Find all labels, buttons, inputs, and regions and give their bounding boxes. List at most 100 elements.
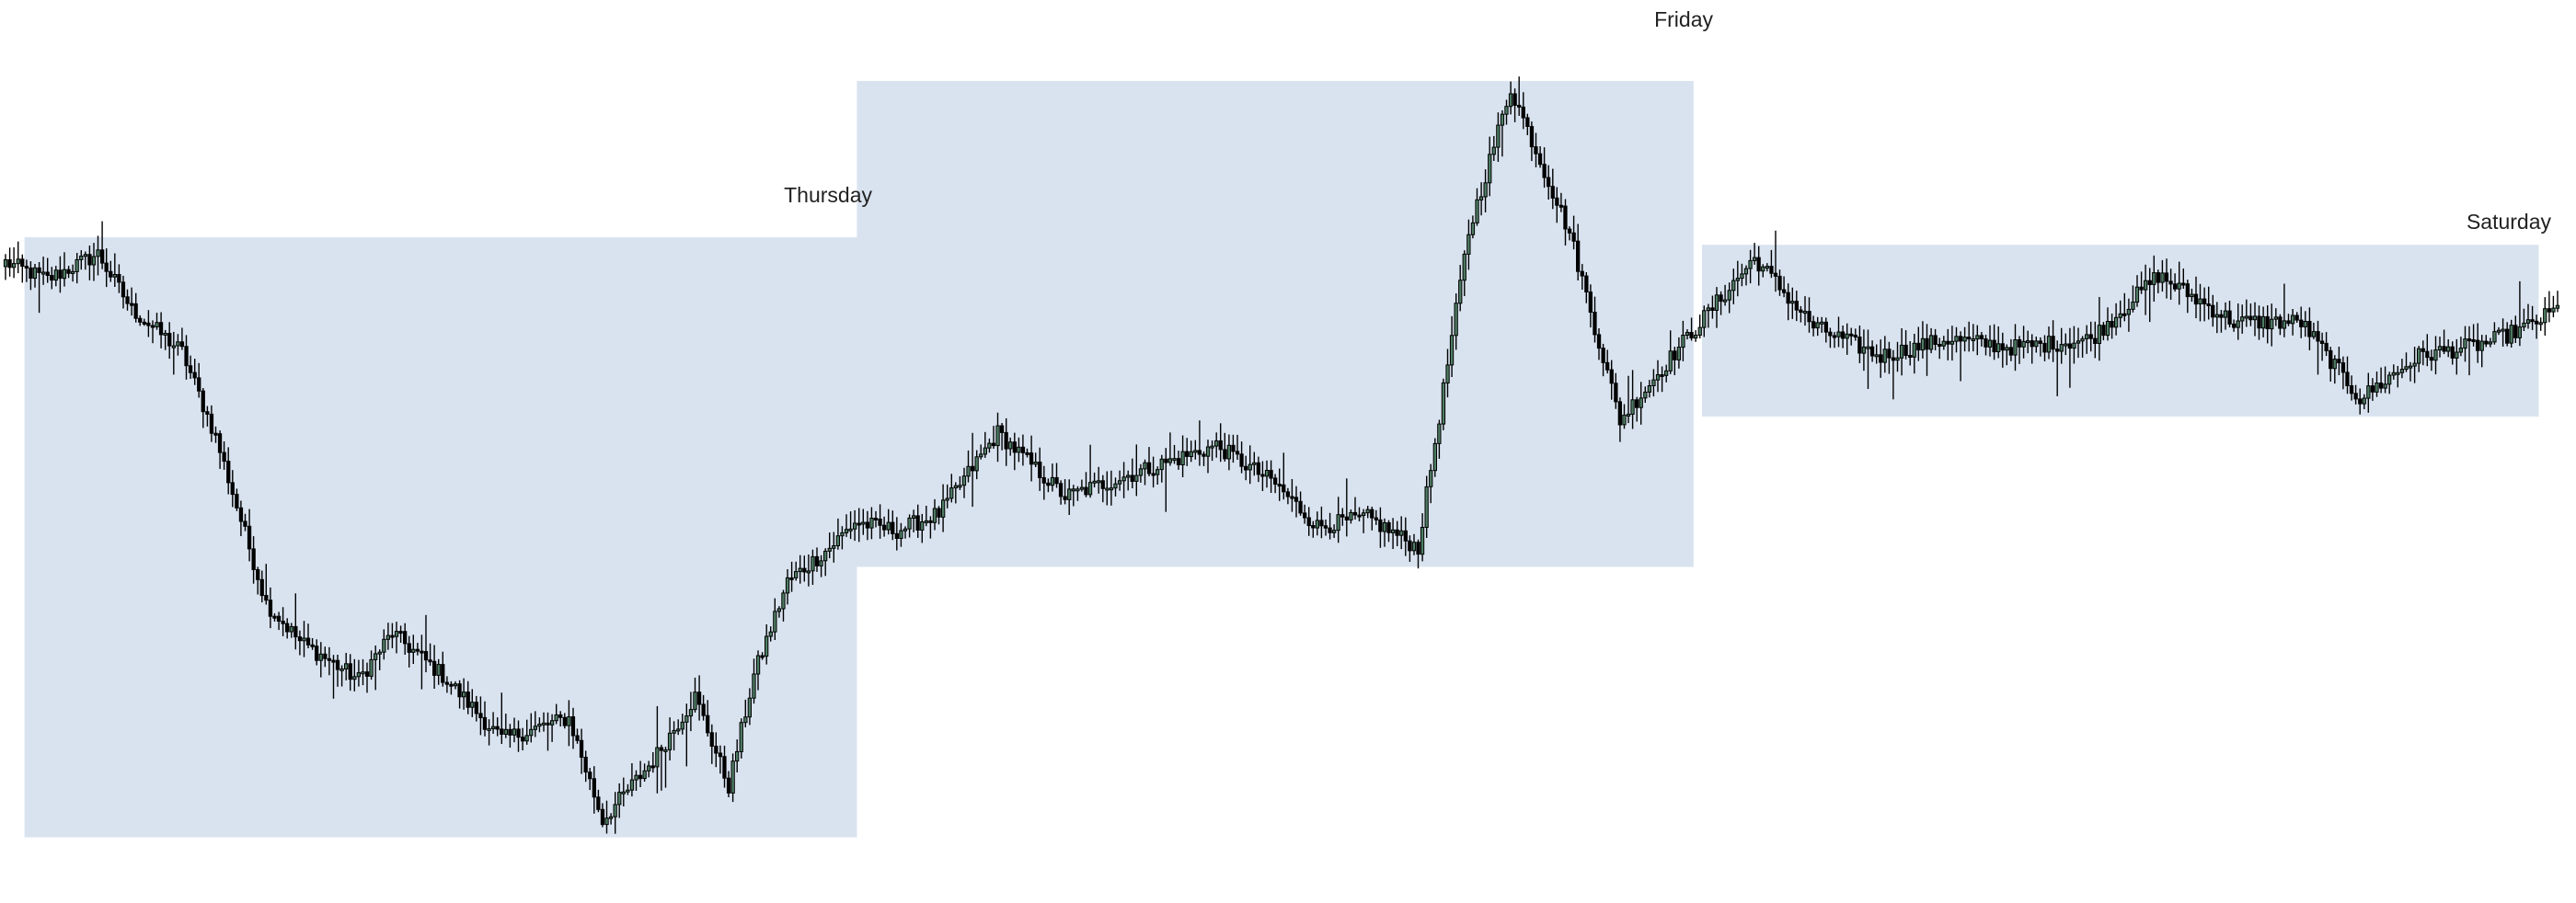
- candle-body-down: [256, 569, 260, 580]
- candle-body-up: [773, 611, 777, 633]
- candle-body-down: [1273, 477, 1278, 486]
- candle-body-up: [1483, 182, 1488, 198]
- candle-body-up: [1017, 446, 1021, 453]
- candle-body-up: [1071, 488, 1075, 492]
- candle-body-down: [2358, 398, 2363, 405]
- candle-body-up: [2160, 272, 2165, 283]
- candle-body-down: [1529, 126, 1535, 148]
- candle-body-down: [2030, 340, 2034, 348]
- candle-body-down: [133, 303, 138, 319]
- candle-body-up: [1954, 336, 1959, 342]
- candle-body-up: [1478, 196, 1484, 200]
- candle-body-up: [1949, 340, 1955, 345]
- candle-body-up: [554, 714, 558, 722]
- candle-body-up: [1748, 259, 1753, 269]
- candle-body-down: [714, 746, 719, 754]
- candle-body-down: [600, 808, 605, 826]
- candle-body-down: [1256, 462, 1260, 475]
- candle-body-down: [1925, 337, 1929, 350]
- candle-body-down: [1967, 337, 1972, 340]
- candle-body-up: [71, 270, 75, 274]
- candle-body-up: [953, 485, 958, 489]
- candle-body-up: [1630, 399, 1635, 415]
- candle-body-down: [1395, 529, 1399, 536]
- candle-body-down: [364, 671, 370, 677]
- candle-body-down: [310, 644, 315, 647]
- candle-body-down: [1593, 312, 1597, 336]
- candle-body-down: [1058, 483, 1064, 497]
- candle-body-up: [1697, 326, 1702, 337]
- candle-body-down: [1239, 453, 1244, 467]
- candle-body-up: [533, 726, 538, 730]
- candle-body-down: [293, 625, 298, 638]
- candle-body-down: [521, 737, 525, 742]
- candle-body-down: [2476, 339, 2480, 351]
- candle-body-down: [1146, 462, 1152, 474]
- candle-body-up: [1391, 529, 1396, 533]
- candle-body-up: [2446, 346, 2451, 352]
- candle-body-down: [1176, 458, 1181, 466]
- candle-body-up: [1466, 234, 1471, 255]
- candle-body-down: [1916, 342, 1921, 351]
- candle-body-down: [1891, 357, 1896, 361]
- candle-body-down: [432, 660, 437, 676]
- candle-body-up: [344, 663, 349, 669]
- candle-body-up: [2240, 316, 2245, 322]
- candle-body-down: [878, 519, 882, 526]
- candle-body-down: [235, 494, 239, 509]
- candle-body-down: [45, 271, 50, 276]
- candle-body-down: [1828, 331, 1833, 337]
- candle-body-up: [171, 345, 176, 349]
- candle-body-down: [928, 520, 933, 523]
- candle-body-up: [1458, 280, 1463, 304]
- candle-body-up: [2059, 344, 2064, 352]
- candle-body-down: [2122, 313, 2127, 316]
- candle-body-up: [3, 259, 8, 268]
- candle-body-down: [2535, 320, 2539, 325]
- candle-body-up: [1432, 442, 1437, 472]
- candle-body-down: [857, 522, 861, 526]
- candle-body-down: [789, 577, 794, 580]
- candle-body-down: [865, 521, 870, 529]
- candle-body-down: [2219, 314, 2224, 318]
- candle-body-up: [289, 625, 293, 633]
- candle-body-up: [1802, 311, 1808, 314]
- candle-body-up: [1138, 468, 1144, 476]
- candle-body-up: [924, 520, 929, 523]
- candle-body-up: [1143, 462, 1147, 470]
- candle-body-down: [167, 333, 172, 347]
- candle-body-up: [961, 475, 967, 486]
- session-boxes: [24, 81, 2539, 838]
- candle-body-up: [730, 760, 735, 794]
- candle-body-down: [1769, 266, 1774, 274]
- candle-body-up: [848, 528, 853, 532]
- candle-body-up: [2126, 308, 2131, 315]
- candle-body-up: [663, 749, 668, 752]
- candle-body-up: [794, 571, 799, 578]
- candle-body-down: [1946, 340, 1950, 345]
- candle-body-down: [285, 623, 290, 633]
- candle-body-up: [1735, 278, 1740, 281]
- candle-body-up: [798, 567, 802, 573]
- candle-body-up: [356, 672, 362, 678]
- candle-body-down: [1786, 291, 1790, 304]
- candle-body-up: [16, 258, 20, 265]
- candle-body-up: [2214, 314, 2219, 318]
- candle-body-up: [613, 804, 617, 817]
- candle-body-up: [684, 715, 689, 723]
- candle-body-up: [1761, 266, 1765, 272]
- candle-body-up: [1723, 299, 1728, 303]
- candle-body-down: [138, 317, 143, 323]
- candle-body-up: [1508, 93, 1513, 108]
- candle-body-up: [861, 521, 866, 525]
- candle-body-down: [66, 269, 71, 274]
- candle-body-up: [832, 545, 836, 549]
- candle-body-down: [1285, 491, 1290, 497]
- candle-body-up: [1996, 343, 2001, 352]
- candle-body-down: [588, 772, 592, 780]
- candle-body-down: [29, 267, 33, 279]
- candle-body-up: [1252, 462, 1257, 465]
- candle-body-up: [2064, 343, 2068, 347]
- candle-body-down: [1849, 333, 1854, 337]
